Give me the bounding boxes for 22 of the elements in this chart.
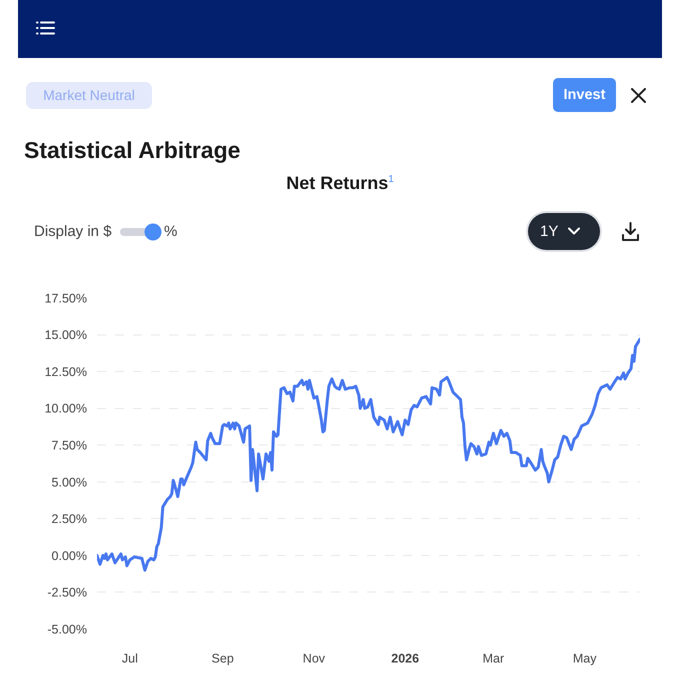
- x-tick-label: Mar: [482, 652, 504, 666]
- text: 1Y: [540, 222, 558, 242]
- chart-subtitle: Net Returns$^{1}$: [285, 172, 395, 195]
- x-tick-label: Sep: [212, 652, 234, 666]
- y-tick-label: 10.00%: [44, 402, 87, 416]
- y-tick-label: 12.50%: [44, 364, 87, 379]
- text: Display in $: [34, 222, 112, 242]
- y-tick-label: 2.50%: [52, 512, 87, 526]
- x-tick-label: Nov: [302, 652, 326, 666]
- x-tick-label: May: [572, 652, 598, 666]
- y-tick-label: 7.50%: [52, 438, 87, 452]
- y-tick-label: 15.00%: [44, 328, 87, 342]
- y-tick-label: 17.50%: [44, 291, 87, 306]
- y-tick-label: 5.00%: [52, 475, 87, 490]
- y-tick-label: 0.00%: [52, 548, 87, 563]
- x-tick-label: 2026: [391, 652, 420, 666]
- y-tick-label: -2.50%: [47, 586, 87, 600]
- chart-title: Statistical Arbitrage: [24, 136, 240, 164]
- line-series: [97, 338, 640, 572]
- y-tick-label: -5.00%: [47, 622, 87, 636]
- x-tick-label: Jul: [122, 652, 138, 666]
- text: %: [164, 222, 178, 242]
